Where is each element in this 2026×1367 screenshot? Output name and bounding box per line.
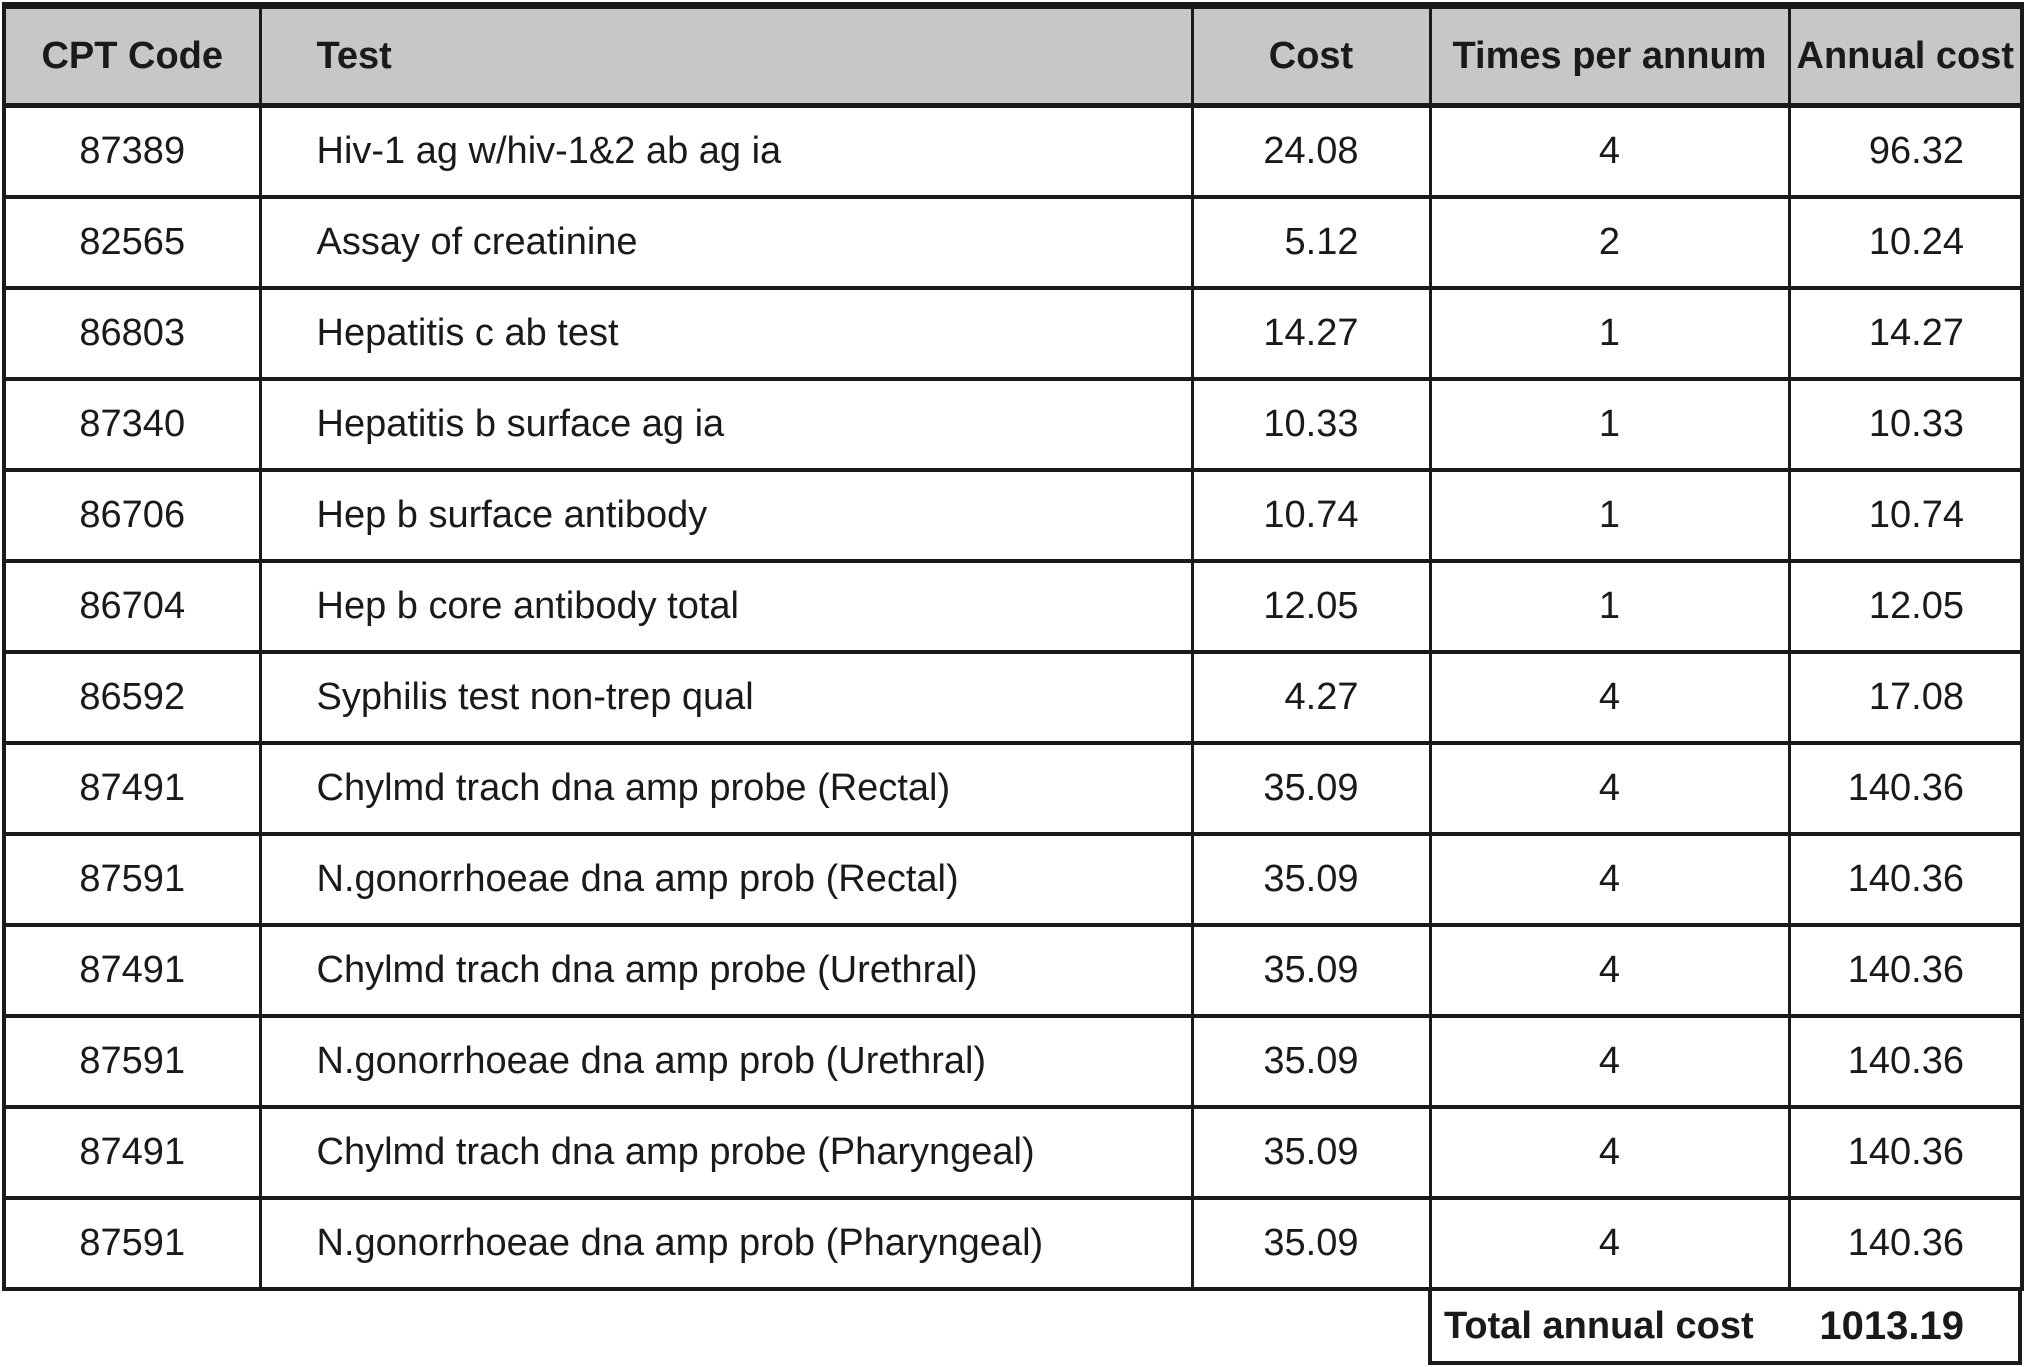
cpt-code-cell: 86706 xyxy=(2,468,262,563)
cost-cell: 5.12 xyxy=(1190,195,1432,290)
times-per-annum-cell: 1 xyxy=(1428,559,1791,654)
test-name-cell: N.gonorrhoeae dna amp prob (Pharyngeal) xyxy=(258,1196,1194,1291)
annual-cost-cell: 17.08 xyxy=(1787,650,2024,745)
column-header-test: Test xyxy=(258,4,1194,108)
test-name-cell: Hepatitis b surface ag ia xyxy=(258,377,1194,472)
times-per-annum-cell: 4 xyxy=(1428,1014,1791,1109)
annual-cost-cell: 14.27 xyxy=(1787,286,2024,381)
column-header-cpt-code: CPT Code xyxy=(2,4,262,108)
test-name-cell: Assay of creatinine xyxy=(258,195,1194,290)
annual-cost-cell: 12.05 xyxy=(1787,559,2024,654)
column-header-annual-cost: Annual cost xyxy=(1787,4,2024,108)
table-row: 86592 Syphilis test non-trep qual 4.27 4… xyxy=(2,650,2024,745)
annual-cost-cell: 140.36 xyxy=(1787,832,2024,927)
cost-cell: 35.09 xyxy=(1190,832,1432,927)
times-per-annum-cell: 1 xyxy=(1428,286,1791,381)
cost-cell: 35.09 xyxy=(1190,1196,1432,1291)
table-header: CPT Code Test Cost Times per annum Annua… xyxy=(2,4,2024,108)
cpt-code-cell: 87591 xyxy=(2,1196,262,1291)
cost-cell: 4.27 xyxy=(1190,650,1432,745)
cost-cell: 35.09 xyxy=(1190,923,1432,1018)
cpt-code-cell: 87491 xyxy=(2,923,262,1018)
total-annual-cost-label: Total annual cost xyxy=(1444,1304,1754,1347)
table-row: 86803 Hepatitis c ab test 14.27 1 14.27 xyxy=(2,286,2024,381)
cpt-code-cell: 87340 xyxy=(2,377,262,472)
annual-cost-cell: 140.36 xyxy=(1787,741,2024,836)
cpt-cost-table: CPT Code Test Cost Times per annum Annua… xyxy=(2,2,2024,1291)
cost-cell: 24.08 xyxy=(1190,103,1432,199)
annual-cost-cell: 140.36 xyxy=(1787,1105,2024,1200)
test-name-cell: Chylmd trach dna amp probe (Pharyngeal) xyxy=(258,1105,1194,1200)
times-per-annum-cell: 1 xyxy=(1428,468,1791,563)
times-per-annum-cell: 4 xyxy=(1428,1196,1791,1291)
cost-cell: 35.09 xyxy=(1190,1105,1432,1200)
times-per-annum-cell: 2 xyxy=(1428,195,1791,290)
cost-cell: 35.09 xyxy=(1190,741,1432,836)
cpt-code-cell: 87491 xyxy=(2,741,262,836)
total-annual-cost-box: Total annual cost 1013.19 xyxy=(1428,1287,2022,1365)
test-name-cell: N.gonorrhoeae dna amp prob (Urethral) xyxy=(258,1014,1194,1109)
annual-cost-cell: 96.32 xyxy=(1787,103,2024,199)
header-row: CPT Code Test Cost Times per annum Annua… xyxy=(2,4,2024,108)
cpt-code-cell: 86592 xyxy=(2,650,262,745)
table-row: 87389 Hiv-1 ag w/hiv-1&2 ab ag ia 24.08 … xyxy=(2,103,2024,199)
column-header-times-per-annum: Times per annum xyxy=(1428,4,1791,108)
cpt-code-cell: 82565 xyxy=(2,195,262,290)
times-per-annum-cell: 4 xyxy=(1428,650,1791,745)
annual-cost-cell: 140.36 xyxy=(1787,923,2024,1018)
table-row: 86704 Hep b core antibody total 12.05 1 … xyxy=(2,559,2024,654)
test-name-cell: Syphilis test non-trep qual xyxy=(258,650,1194,745)
column-header-cost: Cost xyxy=(1190,4,1432,108)
cpt-code-cell: 87591 xyxy=(2,832,262,927)
table-row: 87340 Hepatitis b surface ag ia 10.33 1 … xyxy=(2,377,2024,472)
table-row: 87591 N.gonorrhoeae dna amp prob (Pharyn… xyxy=(2,1196,2024,1291)
cpt-code-cell: 86803 xyxy=(2,286,262,381)
times-per-annum-cell: 4 xyxy=(1428,103,1791,199)
times-per-annum-cell: 4 xyxy=(1428,923,1791,1018)
cost-cell: 10.74 xyxy=(1190,468,1432,563)
cpt-code-cell: 87389 xyxy=(2,103,262,199)
annual-cost-cell: 10.74 xyxy=(1787,468,2024,563)
cost-cell: 12.05 xyxy=(1190,559,1432,654)
test-name-cell: Hep b core antibody total xyxy=(258,559,1194,654)
table-row: 87491 Chylmd trach dna amp probe (Pharyn… xyxy=(2,1105,2024,1200)
test-name-cell: N.gonorrhoeae dna amp prob (Rectal) xyxy=(258,832,1194,927)
cost-cell: 14.27 xyxy=(1190,286,1432,381)
test-name-cell: Hepatitis c ab test xyxy=(258,286,1194,381)
annual-cost-cell: 140.36 xyxy=(1787,1014,2024,1109)
table-body: 87389 Hiv-1 ag w/hiv-1&2 ab ag ia 24.08 … xyxy=(2,103,2024,1291)
times-per-annum-cell: 4 xyxy=(1428,741,1791,836)
times-per-annum-cell: 1 xyxy=(1428,377,1791,472)
annual-cost-cell: 10.24 xyxy=(1787,195,2024,290)
test-name-cell: Chylmd trach dna amp probe (Urethral) xyxy=(258,923,1194,1018)
table-row: 86706 Hep b surface antibody 10.74 1 10.… xyxy=(2,468,2024,563)
cpt-code-cell: 87491 xyxy=(2,1105,262,1200)
test-name-cell: Hiv-1 ag w/hiv-1&2 ab ag ia xyxy=(258,103,1194,199)
table-row: 82565 Assay of creatinine 5.12 2 10.24 xyxy=(2,195,2024,290)
test-name-cell: Chylmd trach dna amp probe (Rectal) xyxy=(258,741,1194,836)
times-per-annum-cell: 4 xyxy=(1428,832,1791,927)
cpt-code-cell: 87591 xyxy=(2,1014,262,1109)
times-per-annum-cell: 4 xyxy=(1428,1105,1791,1200)
table-row: 87491 Chylmd trach dna amp probe (Urethr… xyxy=(2,923,2024,1018)
test-name-cell: Hep b surface antibody xyxy=(258,468,1194,563)
cpt-code-cell: 86704 xyxy=(2,559,262,654)
annual-cost-cell: 140.36 xyxy=(1787,1196,2024,1291)
cost-cell: 35.09 xyxy=(1190,1014,1432,1109)
total-annual-cost-value: 1013.19 xyxy=(1819,1303,1964,1348)
table-row: 87591 N.gonorrhoeae dna amp prob (Rectal… xyxy=(2,832,2024,927)
table-row: 87491 Chylmd trach dna amp probe (Rectal… xyxy=(2,741,2024,836)
cost-cell: 10.33 xyxy=(1190,377,1432,472)
annual-cost-cell: 10.33 xyxy=(1787,377,2024,472)
table-row: 87591 N.gonorrhoeae dna amp prob (Urethr… xyxy=(2,1014,2024,1109)
